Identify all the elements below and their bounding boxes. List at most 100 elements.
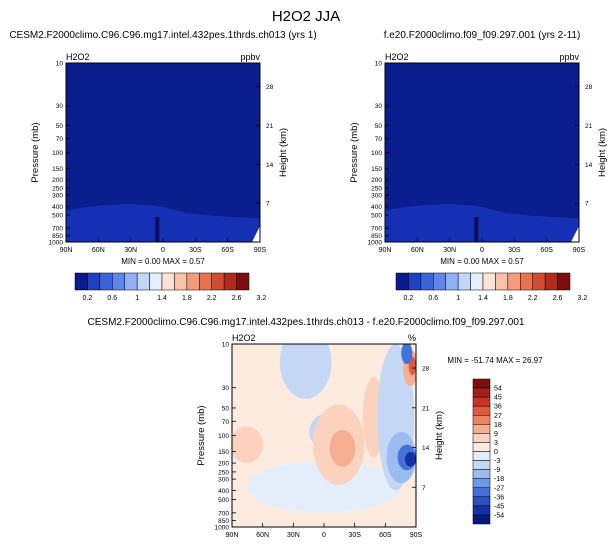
height-tick-label: 14	[422, 445, 430, 452]
x-tick-label: 90S	[410, 532, 423, 539]
height-tick-label: 7	[585, 201, 589, 208]
colorbar-box	[482, 272, 496, 291]
pressure-tick-label: 150	[371, 166, 382, 173]
x-tick-label: 0	[480, 247, 484, 254]
colorbar-box	[495, 272, 509, 291]
x-tick-label: 30N	[443, 247, 456, 254]
pressure-tick-label: 50	[222, 405, 230, 412]
pressure-tick-label: 70	[222, 419, 230, 426]
pressure-tick-label: 30	[375, 103, 383, 110]
min-max-stats: MIN = -51.74 MAX = 26.97	[447, 356, 543, 365]
pressure-tick-label: 250	[52, 186, 63, 193]
colorbar-box	[445, 272, 459, 291]
blob-southtop-blue	[401, 344, 413, 365]
topography-mask	[571, 226, 579, 242]
colorbar-box	[199, 272, 212, 291]
pressure-tick-label: 500	[218, 497, 229, 504]
colorbar-label: 0.6	[107, 295, 117, 302]
pressure-tick-label: 500	[371, 213, 382, 220]
colorbar-label: -3	[494, 458, 500, 465]
x-tick-label: 30N	[287, 532, 300, 539]
pressure-tick-label: 850	[218, 518, 229, 525]
variable-label: H2O2	[232, 333, 256, 343]
colorbar-box	[112, 272, 125, 291]
colorbar-box	[472, 387, 491, 398]
x-tick-label: 90S	[573, 247, 586, 254]
pressure-tick-label: 70	[375, 136, 383, 143]
x-tick-label: 60N	[411, 247, 424, 254]
pressure-tick-label: 300	[218, 477, 229, 484]
min-max-stats: MIN = 0.00 MAX = 0.57	[121, 257, 205, 266]
colorbar-label: 36	[494, 404, 502, 411]
x-tick-label: 90S	[254, 247, 267, 254]
colorbar-label: 1.4	[478, 295, 488, 302]
colorbar-box	[472, 433, 491, 443]
blob-north-red	[232, 426, 264, 463]
colorbar-label: -45	[494, 503, 504, 510]
pressure-tick-label: 200	[371, 177, 382, 184]
units-label: ppbv	[559, 52, 579, 62]
colorbar-label: 3	[494, 440, 498, 447]
pressure-tick-label: 30	[56, 103, 64, 110]
pressure-tick-label: 70	[56, 136, 64, 143]
field	[232, 344, 416, 527]
colorbar-box	[532, 272, 546, 291]
y-axis-title: Pressure (mb)	[30, 122, 41, 182]
pressure-tick-label: 1000	[368, 240, 383, 247]
variable-label: H2O2	[385, 52, 409, 62]
pressure-tick-label: 200	[52, 177, 63, 184]
colorbar-box	[470, 272, 484, 291]
x-tick-label: 90N	[226, 532, 239, 539]
colorbar-label: 1	[135, 295, 139, 302]
pressure-tick-label: 10	[375, 61, 383, 68]
pressure-tick-label: 850	[371, 233, 382, 240]
colorbar-label: 3.2	[257, 295, 267, 302]
colorbar-label: 0.6	[428, 295, 438, 302]
pressure-tick-label: 100	[371, 150, 382, 157]
colorbar-box	[174, 272, 188, 291]
pressure-tick-label: 700	[218, 510, 229, 517]
pressure-tick-label: 850	[52, 233, 63, 240]
blob-tropical-red-core	[329, 430, 356, 467]
field	[385, 63, 579, 242]
units-label: %	[408, 333, 416, 343]
colorbar-label: 3.2	[578, 295, 588, 302]
colorbar-label: 27	[494, 413, 502, 420]
colorbar-label: -27	[494, 485, 504, 492]
colorbar-label: -18	[494, 476, 504, 483]
pressure-tick-label: 150	[52, 166, 63, 173]
pressure-tick-label: 10	[56, 61, 64, 68]
panel-title: CESM2.F2000climo.C96.C96.mg17.intel.432p…	[9, 30, 316, 41]
colorbar-label: -54	[494, 512, 504, 519]
colorbar-label: -9	[494, 467, 500, 474]
colorbar-label: 0	[494, 449, 498, 456]
colorbar-box	[457, 272, 471, 291]
colorbar-box	[472, 451, 491, 461]
colorbar-label: -36	[494, 494, 504, 501]
panel-title: CESM2.F2000climo.C96.C96.mg17.intel.432p…	[88, 317, 525, 328]
colorbar-box	[472, 378, 491, 389]
pressure-tick-label: 50	[375, 123, 383, 130]
colorbar-box	[472, 496, 491, 507]
colorbar-label: 1.8	[182, 295, 192, 302]
colorbar-label: 0.2	[404, 295, 414, 302]
panel-title: f.e20.F2000climo.f09_f09.297.001 (yrs 2-…	[384, 30, 581, 41]
x-tick-label: 0	[161, 247, 165, 254]
colorbar-label: 45	[494, 395, 502, 402]
height-tick-label: 28	[585, 84, 593, 91]
colorbar-label: 0.2	[83, 295, 93, 302]
colorbar-label: 1.4	[157, 295, 167, 302]
colorbar-box	[472, 415, 491, 425]
colorbar-box	[124, 272, 138, 291]
x-tick-label: 30S	[348, 532, 361, 539]
colorbar-box	[472, 505, 491, 516]
colorbar-label: 2.2	[528, 295, 538, 302]
x-tick-label: 60S	[540, 247, 553, 254]
colorbar-box	[472, 405, 491, 416]
colorbar-box	[557, 272, 571, 291]
colorbar-box	[472, 460, 491, 470]
pressure-tick-label: 200	[218, 461, 229, 468]
height-tick-label: 21	[266, 123, 274, 130]
pressure-tick-label: 50	[56, 123, 64, 130]
colorbar-label: 1	[456, 295, 460, 302]
